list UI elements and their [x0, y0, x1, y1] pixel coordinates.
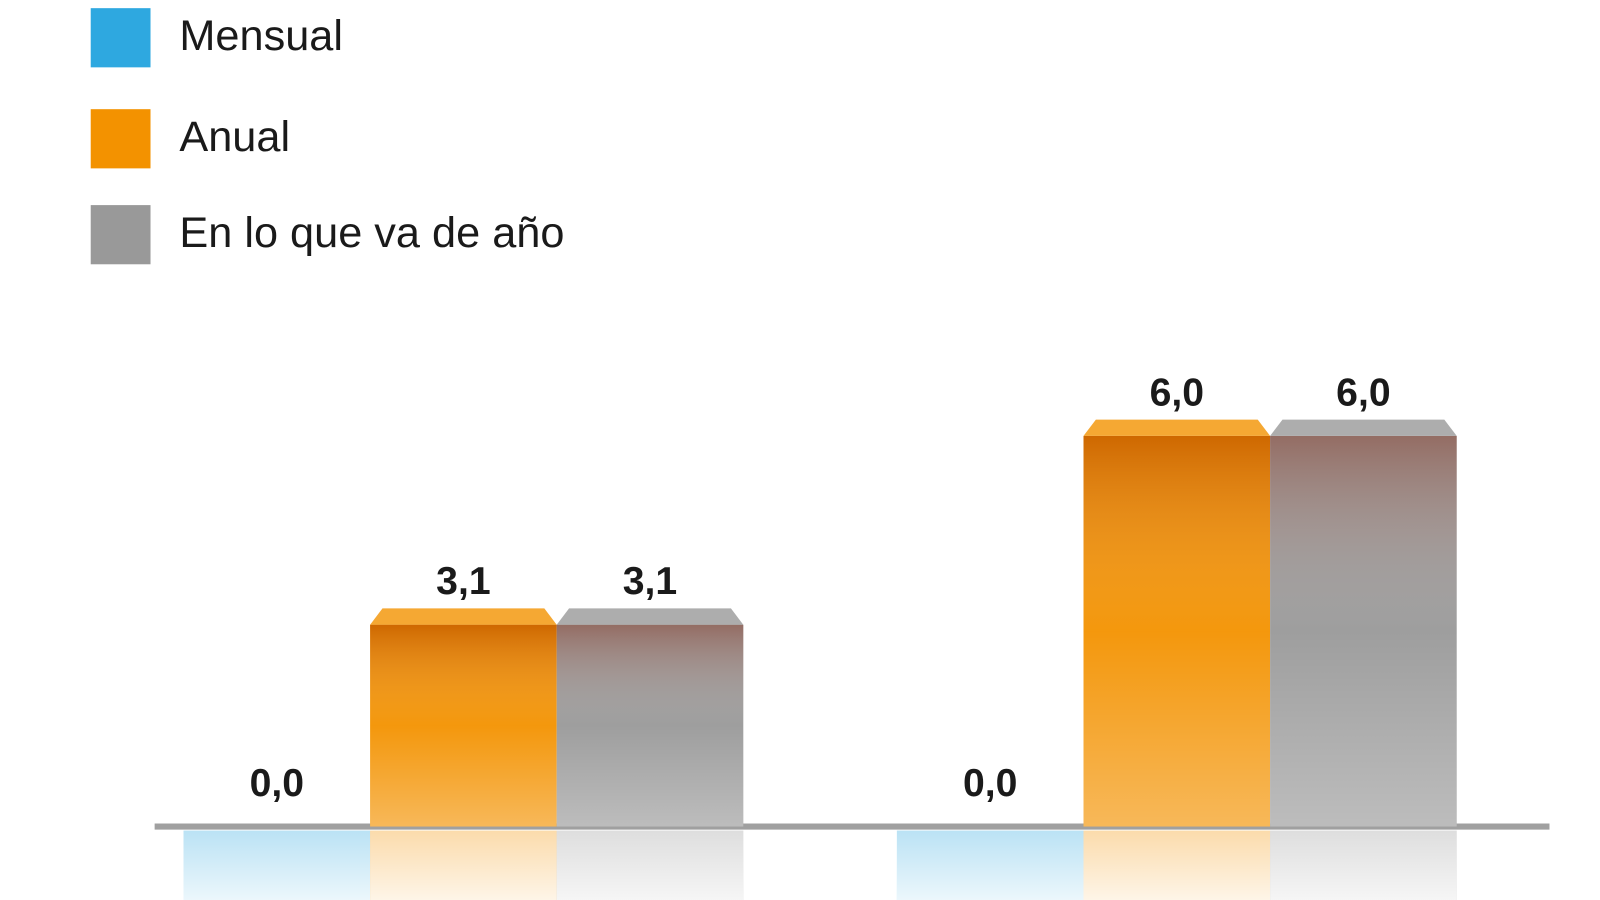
legend-label: Mensual — [179, 12, 343, 60]
bar-cap — [1083, 419, 1271, 436]
reflection-fade — [896, 830, 1084, 900]
reflection-fade — [370, 830, 557, 900]
bar-shade — [556, 624, 744, 827]
bar-cap — [1270, 419, 1457, 436]
bar-shade — [1270, 435, 1457, 827]
value-label: 0,0 — [250, 762, 304, 805]
legend-swatch — [90, 8, 151, 68]
value-label: 6,0 — [1150, 372, 1204, 415]
reflection-fade — [1270, 830, 1457, 900]
value-label: 0,0 — [963, 762, 1017, 805]
reflection-fade — [1083, 830, 1271, 900]
reflection-fade — [556, 830, 744, 900]
legend-swatch — [90, 109, 151, 169]
value-label: 3,1 — [436, 560, 490, 603]
value-label: 6,0 — [1336, 372, 1390, 415]
legend-swatch — [90, 205, 151, 265]
reflection-fade — [183, 830, 371, 900]
bar-cap — [556, 608, 744, 625]
bar-shade — [1083, 435, 1271, 827]
bar-shade — [370, 624, 557, 827]
bar-cap — [370, 608, 557, 625]
value-label: 3,1 — [623, 560, 677, 603]
legend-label: Anual — [179, 113, 290, 161]
legend-label: En lo que va de año — [179, 209, 564, 257]
